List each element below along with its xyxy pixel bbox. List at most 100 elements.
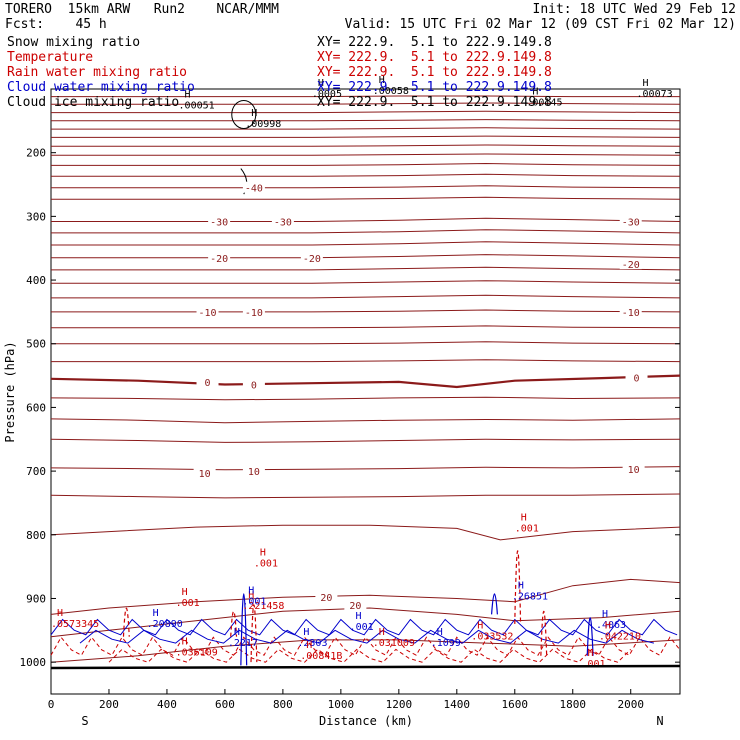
y-tick-label: 500 — [26, 338, 46, 351]
max-value-label: .001 — [176, 598, 200, 609]
isotherm-label: 0 — [251, 380, 257, 391]
isotherm-label-bg — [625, 371, 648, 383]
isotherm-label-bg — [196, 375, 219, 387]
isotherm-15 — [51, 241, 681, 246]
rain-water-column-4 — [122, 607, 130, 637]
isotherm-label-bg — [242, 181, 265, 193]
max-value-label: .0573345 — [51, 619, 99, 630]
isotherm-2 — [51, 102, 681, 105]
y-tick-label: 600 — [26, 401, 46, 414]
isotherm-label-bg — [193, 467, 216, 479]
x-tick-label: 1200 — [386, 698, 413, 711]
isotherm-11 — [51, 185, 681, 189]
legend-name-cloud-ice: Cloud ice mixing ratio — [7, 95, 180, 110]
isotherm-32 — [50, 607, 681, 638]
isotherm-label-bg — [242, 465, 265, 477]
isotherm-label: -30 — [210, 217, 228, 228]
isotherm-24 — [50, 374, 681, 389]
rain-water-contour-2 — [108, 648, 632, 663]
isotherm-label: -10 — [245, 308, 263, 319]
isotherm-label-bg — [300, 251, 323, 263]
max-marker: H — [153, 608, 159, 619]
temperature-isotherms — [50, 95, 681, 663]
y-tick-label: 800 — [26, 529, 46, 542]
max-value-label: .00841B — [300, 651, 342, 662]
max-marker: H — [356, 611, 362, 622]
isotherm-23 — [51, 359, 681, 363]
legend-name-temperature: Temperature — [7, 50, 94, 65]
y-tick-label: 200 — [26, 147, 46, 160]
isotherm-19 — [51, 294, 681, 299]
max-value-label: .20890 — [147, 619, 183, 630]
isotherm-label-bg — [315, 591, 338, 603]
isotherm-label-bg — [196, 305, 219, 317]
max-value-label: .036109 — [176, 648, 218, 659]
isotherm-label: -10 — [622, 308, 640, 319]
isotherm-3 — [51, 110, 681, 114]
max-marker: H — [532, 86, 538, 97]
max-marker: H — [518, 581, 524, 592]
isotherm-label: 10 — [199, 469, 211, 480]
isotherm-label: 10 — [628, 465, 640, 476]
isotherm-label: -20 — [622, 260, 640, 271]
x-tick-label: 1600 — [502, 698, 529, 711]
max-value-label: .00998 — [245, 119, 281, 130]
terrain-line — [50, 664, 681, 670]
isotherm-8 — [51, 153, 681, 156]
x-tick-label: 0 — [48, 698, 55, 711]
max-value-label: .0005 — [312, 89, 342, 100]
isotherm-label-bg — [622, 463, 645, 475]
max-value-label: .4063 — [596, 620, 626, 631]
max-marker: H — [185, 90, 191, 101]
x-tick-label: 200 — [99, 698, 119, 711]
isotherm-4 — [51, 119, 681, 122]
isotherm-1 — [51, 95, 680, 98]
cloud-water-contour-1 — [50, 618, 678, 636]
isotherm-label: -30 — [622, 217, 640, 228]
max-marker: H — [182, 587, 188, 598]
isotherm-label-bg — [619, 215, 642, 227]
rain-water-contour-1 — [50, 636, 681, 656]
max-value-label: .001 — [254, 558, 278, 569]
x-tick-label: 1400 — [444, 698, 471, 711]
isotherm-26 — [50, 418, 681, 424]
max-value-label: .033532 — [471, 632, 513, 643]
isotherm-label-bg — [271, 215, 294, 227]
max-marker: H — [234, 627, 240, 638]
y-tick-label: 700 — [26, 465, 46, 478]
legend-range-temperature: XY= 222.9. 5.1 to 222.9.149.8 — [317, 50, 552, 65]
max-marker: H — [318, 78, 324, 89]
isotherm-17 — [51, 266, 681, 271]
x-tick-label: 1800 — [560, 698, 587, 711]
y-tick-label: 300 — [26, 210, 46, 223]
max-marker: H — [643, 78, 649, 89]
rain-water-column-1 — [250, 604, 258, 663]
max-value-label: .00145 — [526, 97, 562, 108]
max-value-label: .1099 — [431, 638, 461, 649]
legend-range-cloud-water: XY= 222.9. 5.1 to 222.9.149.8 — [317, 80, 552, 95]
isotherm-label: 0 — [205, 378, 211, 389]
isotherm-label: -20 — [303, 254, 321, 265]
rain-water-column-2 — [514, 550, 522, 624]
isotherm-16 — [51, 254, 681, 259]
isotherm-label-bg — [344, 598, 367, 610]
isotherm-31 — [50, 578, 681, 615]
max-value-label: .042210 — [599, 632, 641, 643]
header-line1-right: Init: 18 UTC Wed 29 Feb 12 — [532, 2, 737, 17]
max-marker: H — [605, 621, 611, 632]
x-tick-label: 600 — [215, 698, 235, 711]
isotherm-6 — [51, 135, 681, 138]
isotherm-7 — [51, 144, 681, 147]
isotherm-28 — [50, 466, 681, 471]
max-marker: H — [248, 586, 254, 597]
max-value-label: .26851 — [512, 592, 548, 603]
max-marker: H — [437, 627, 443, 638]
cloud-water-column-2 — [490, 593, 498, 615]
max-value-label: .031009 — [373, 638, 415, 649]
isotherm-20 — [51, 309, 681, 313]
x-tick-label: 2000 — [617, 698, 644, 711]
max-marker: H — [251, 108, 257, 119]
cloud-ice-contour — [231, 99, 257, 129]
